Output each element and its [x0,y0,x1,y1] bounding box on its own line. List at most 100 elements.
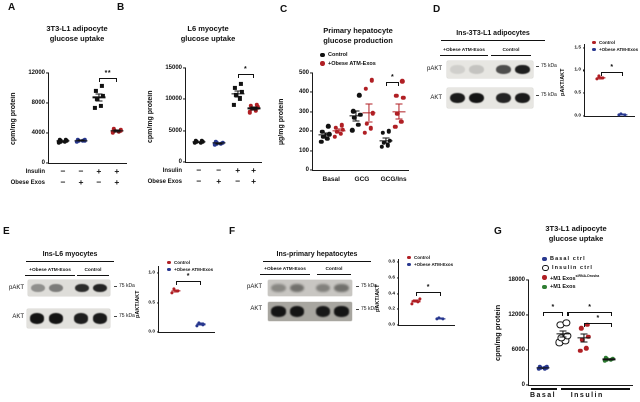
y-axis-tick [582,47,585,49]
blot-column-label: +Obese ATM-Exos [260,267,310,276]
blot-row-label-akt: AKT [430,95,442,101]
marker-tick [356,308,359,310]
mean-line [247,107,261,110]
y-axis-tick-label: 0.5 [148,300,155,306]
data-point [100,93,105,98]
chart-title-line2: glucose uptake [548,233,604,243]
legend-label: +Obese ATM-Exos [599,47,639,52]
marker-tick [114,315,117,317]
y-axis-tick [396,293,399,295]
x-category-underline [531,388,558,390]
legend-item: +Obese ATM-Exos [320,61,376,67]
y-axis-tick [526,384,529,386]
treatment-sign: + [216,176,222,186]
x-axis-row-label: Insulin [162,168,182,174]
mean-line [110,130,124,132]
data-point [350,109,356,114]
blot-column-label: Control [491,48,531,57]
panel-label-a: A [8,2,16,13]
quantification-plot: 0.0 0.5 1.0 1.5 * [574,44,635,119]
y-axis-tick-label: 100 [298,147,309,154]
mean-line [318,134,332,136]
quantification-plot: 0.0 0.5 1.0 * [148,266,215,335]
legend-label: Control [328,52,348,58]
error-bar-cap [395,103,403,105]
data-point [199,138,205,143]
significance-bar [385,81,400,87]
protein-band [289,283,305,293]
western-blot-pakt [447,61,533,78]
data-point [321,134,326,139]
panel-label-b: B [117,2,125,13]
y-axis-tick-label: 0.2 [388,306,395,312]
y-axis-tick-label: 6000 [511,346,525,353]
blot-column-label: Control [77,268,109,277]
data-point [319,139,324,145]
x-category-label: GCG/Ins [380,176,407,183]
chart-legend: Control +Obese ATM-Exos [592,40,638,54]
error-bar-cap [335,128,343,130]
treatment-sign: − [216,165,222,175]
blot-row-label-pakt: pAKT [8,285,24,291]
error-bar-cap [234,90,242,92]
data-point [394,93,399,99]
error-bar-cap [198,322,204,324]
x-axis-row-label: Insulin [25,169,45,175]
data-point [195,323,199,328]
data-point [231,103,236,108]
data-point [537,364,543,369]
y-axis-tick [582,92,585,94]
y-axis-tick-label: 0 [521,382,525,388]
error-bar-cap [580,341,588,343]
significance-bar [237,74,254,79]
data-point [418,297,422,301]
lane-underline [25,274,75,277]
data-point [579,337,585,342]
legend-label: Control [599,40,615,45]
y-axis-tick [183,67,186,69]
y-axis-tick-label: 500 [298,70,309,76]
legend-item: +Obese ATM-Exos [167,267,213,272]
error-bar-cap [234,96,242,98]
data-point [584,322,590,328]
y-axis-tick [396,277,399,279]
legend-label: +Obese ATM-Exos [328,60,376,67]
legend-label: Control [414,255,430,260]
x-category-label: Basal [322,176,340,183]
legend-marker-dot [592,47,596,52]
panel-label-e: E [3,226,10,237]
x-category-underline [561,388,630,390]
error-bar-cap [365,121,373,122]
panel-label-g: G [494,226,502,237]
legend-item: +Obese ATM-Exos [407,262,453,267]
y-axis-tick-label: 15000 [165,65,182,71]
data-point [577,348,583,354]
data-point [410,302,414,306]
protein-band [334,283,349,293]
legend-marker-dot [542,284,547,290]
y-axis-tick-label: 0.5 [574,90,581,96]
data-point [232,85,237,91]
data-point [320,129,325,134]
error-bar-cap [173,291,179,293]
error-bar-cap [559,330,567,332]
y-axis-tick [156,301,159,304]
blot-row-label-akt: AKT [12,314,24,320]
y-axis-tick [582,115,585,117]
lane-underline [260,273,310,276]
mean-line [392,111,406,113]
x-category-label: Insulin [570,392,604,399]
legend-label: +Obese ATM-Exos [414,262,454,267]
legend-item: Control [592,40,638,45]
data-point [325,136,330,142]
chart-title-line1: 3T3-L1 adipocyte [545,224,607,233]
error-bar-cap [173,289,179,291]
lane-underline [77,274,109,277]
x-axis-row-label: Obese Exos [147,179,182,185]
scatter-plot: 0 6000 12000 18000 * * * Basal Insulin [508,277,633,399]
treatment-sign: − [96,177,102,187]
significance-bar [415,292,442,297]
protein-band [289,306,305,317]
data-point [610,356,616,361]
